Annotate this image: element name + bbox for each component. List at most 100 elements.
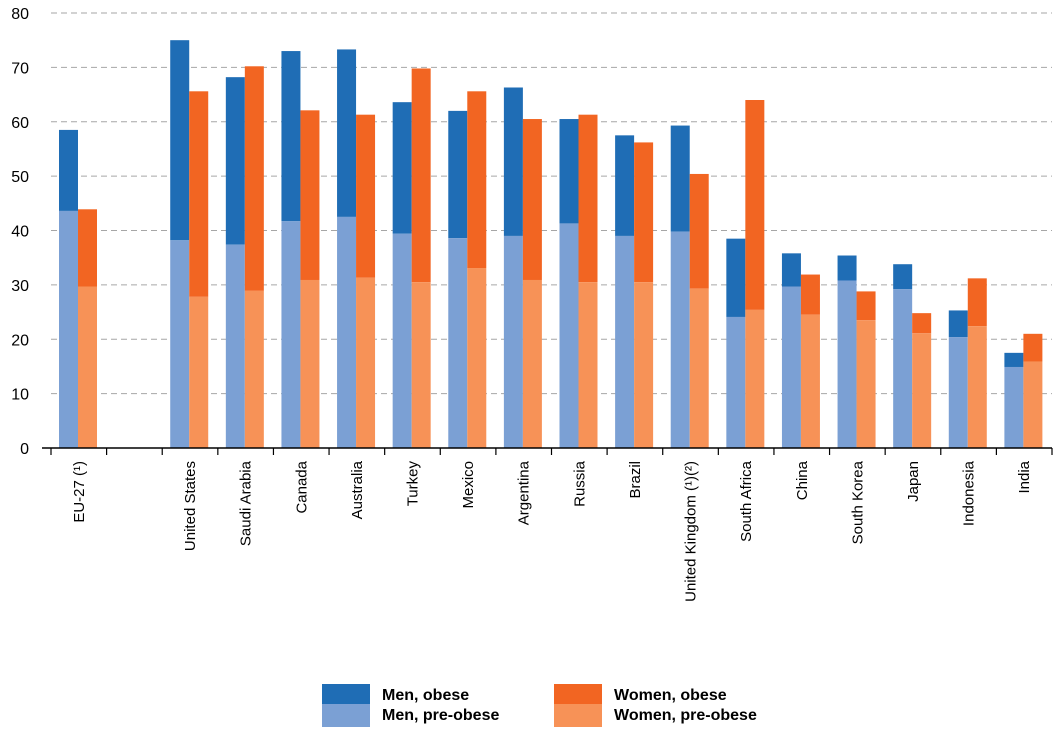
bar-women-pre-obese-south-africa: [745, 309, 765, 448]
bar-women-obese-russia: [578, 114, 598, 283]
bar-men-pre-obese-argentina: [503, 235, 523, 448]
legend-item-men-pre-obese: Men, pre-obese: [322, 704, 499, 727]
x-tick-label-united-kingdom: United Kingdom (¹)(²): [683, 461, 700, 602]
bar-men-pre-obese-japan: [893, 289, 913, 448]
axes: [42, 447, 1053, 455]
legend-swatch-men-obese: [322, 684, 370, 707]
bar-men-pre-obese-united-kingdom: [670, 231, 690, 448]
x-tick-label-eu-27: EU-27 (¹): [71, 461, 88, 523]
y-tick-label-70: 70: [11, 60, 29, 77]
x-tick-label-australia: Australia: [349, 460, 366, 519]
bar-men-pre-obese-brazil: [615, 235, 635, 448]
bar-women-pre-obese-china: [800, 314, 820, 448]
bar-men-obese-eu-27: [59, 129, 78, 211]
bar-men-obese-turkey: [392, 102, 412, 234]
bar-men-obese-canada: [281, 51, 301, 222]
legend-swatch-women-obese: [554, 684, 602, 707]
bar-men-obese-russia: [559, 119, 579, 224]
bar-women-obese-australia: [356, 114, 376, 278]
x-tick-label-mexico: Mexico: [460, 461, 477, 509]
x-tick-label-south-africa: South Africa: [738, 460, 755, 542]
bar-women-obese-south-africa: [745, 100, 765, 310]
bar-women-pre-obese-united-kingdom: [689, 288, 709, 448]
bar-women-obese-united-states: [189, 91, 209, 297]
bar-women-obese-south-korea: [856, 291, 876, 321]
legend-label-men-pre-obese: Men, pre-obese: [382, 706, 500, 724]
bar-men-pre-obese-india: [1004, 366, 1024, 448]
bar-men-obese-china: [781, 253, 801, 287]
bar-women-pre-obese-argentina: [522, 279, 542, 448]
bar-men-pre-obese-australia: [337, 216, 357, 448]
y-tick-label-60: 60: [11, 115, 29, 132]
bar-women-obese-brazil: [634, 142, 654, 283]
x-tick-label-south-korea: South Korea: [849, 460, 866, 544]
bar-women-pre-obese-south-korea: [856, 320, 876, 448]
bar-women-pre-obese-turkey: [411, 282, 431, 448]
x-tick-label-canada: Canada: [293, 460, 310, 513]
bar-women-pre-obese-mexico: [467, 268, 487, 448]
x-tick-label-russia: Russia: [571, 460, 588, 507]
bar-women-pre-obese-australia: [356, 277, 376, 448]
y-tick-label-20: 20: [11, 332, 29, 349]
bar-men-pre-obese-russia: [559, 223, 579, 448]
bar-women-obese-china: [800, 274, 820, 315]
legend-item-men-obese: Men, obese: [322, 684, 469, 707]
x-tick-label-india: India: [1016, 460, 1033, 493]
legend-label-women-obese: Women, obese: [614, 686, 727, 704]
bar-men-obese-australia: [337, 49, 357, 217]
bar-women-pre-obese-united-states: [189, 296, 209, 448]
bar-women-pre-obese-japan: [912, 333, 932, 448]
y-tick-label-50: 50: [11, 169, 29, 186]
bar-women-obese-united-kingdom: [689, 173, 709, 289]
bar-women-pre-obese-canada: [300, 279, 320, 448]
bar-men-pre-obese-mexico: [448, 238, 468, 448]
bar-men-obese-brazil: [615, 135, 635, 236]
bar-men-obese-argentina: [503, 87, 523, 236]
bar-women-pre-obese-eu-27: [78, 286, 97, 448]
bar-women-pre-obese-saudi-arabia: [244, 290, 264, 448]
x-tick-label-brazil: Brazil: [627, 461, 644, 499]
bar-men-obese-united-kingdom: [670, 125, 690, 232]
y-tick-label-0: 0: [20, 441, 29, 458]
bar-men-pre-obese-canada: [281, 221, 301, 448]
bar-men-pre-obese-south-africa: [726, 316, 746, 448]
bar-men-pre-obese-china: [781, 286, 801, 448]
bar-men-obese-south-africa: [726, 238, 746, 317]
x-tick-label-argentina: Argentina: [516, 460, 533, 525]
bar-women-obese-saudi-arabia: [244, 66, 264, 291]
x-tick-label-saudi-arabia: Saudi Arabia: [238, 460, 255, 546]
bar-women-obese-eu-27: [78, 209, 97, 287]
bar-men-obese-united-states: [170, 40, 190, 241]
bar-men-pre-obese-eu-27: [59, 210, 78, 448]
bar-men-pre-obese-turkey: [392, 233, 412, 448]
x-tick-label-indonesia: Indonesia: [961, 460, 978, 526]
bar-men-obese-india: [1004, 352, 1024, 367]
bar-women-pre-obese-russia: [578, 282, 598, 448]
y-tick-label-80: 80: [11, 6, 29, 23]
legend-swatch-women-pre-obese: [554, 704, 602, 727]
legend-item-women-pre-obese: Women, pre-obese: [554, 704, 757, 727]
bar-men-pre-obese-indonesia: [948, 337, 968, 448]
y-tick-label-10: 10: [11, 387, 29, 404]
bar-men-obese-south-korea: [837, 255, 857, 281]
gridlines: [51, 12, 1052, 395]
x-tick-label-china: China: [794, 460, 811, 500]
bar-men-pre-obese-united-states: [170, 240, 190, 448]
bar-men-obese-saudi-arabia: [225, 77, 245, 245]
bar-women-pre-obese-india: [1023, 361, 1043, 448]
bar-women-obese-canada: [300, 110, 320, 280]
bar-men-pre-obese-saudi-arabia: [225, 244, 245, 448]
bar-women-obese-japan: [912, 313, 932, 334]
bar-men-pre-obese-south-korea: [837, 280, 857, 448]
legend-label-women-pre-obese: Women, pre-obese: [614, 706, 757, 724]
x-tick-label-japan: Japan: [905, 461, 922, 502]
legend: Men, obese Women, obese Men, pre-obese W…: [322, 684, 842, 732]
bar-men-obese-mexico: [448, 110, 468, 239]
bar-chart: 0 10 20 30 40 50 60 70 80 EU-27 (¹) United States S…: [11, 6, 1053, 602]
bar-women-obese-mexico: [467, 91, 487, 269]
y-tick-label-30: 30: [11, 278, 29, 295]
bar-women-obese-india: [1023, 333, 1043, 362]
tick-labels: 0 10 20 30 40 50 60 70 80 EU-27 (¹) United States S…: [11, 6, 1033, 602]
bar-women-obese-argentina: [522, 119, 542, 280]
